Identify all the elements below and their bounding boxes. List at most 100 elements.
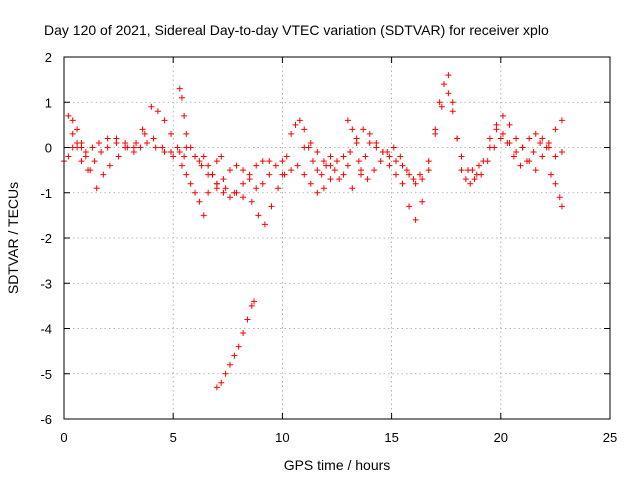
- data-point: [74, 126, 81, 133]
- satellite-track-5: [178, 153, 225, 219]
- data-point: [462, 176, 469, 183]
- x-axis-label: GPS time / hours: [284, 457, 391, 473]
- y-tick-label: 2: [45, 50, 52, 65]
- data-point: [314, 189, 321, 196]
- satellite-track-15: [486, 121, 565, 160]
- satellite-track-2: [65, 112, 175, 192]
- data-point: [82, 153, 89, 160]
- data-point: [65, 112, 72, 119]
- data-point: [486, 135, 493, 142]
- data-point: [399, 162, 406, 169]
- data-point: [524, 158, 531, 165]
- data-point: [233, 162, 240, 169]
- data-point: [78, 139, 85, 146]
- data-point: [69, 117, 76, 124]
- data-point: [196, 198, 203, 205]
- data-point: [148, 103, 155, 110]
- data-point: [467, 180, 474, 187]
- data-point: [259, 180, 266, 187]
- data-point: [558, 117, 565, 124]
- data-point: [513, 135, 520, 142]
- data-point: [526, 135, 533, 142]
- data-point: [301, 171, 308, 178]
- data-point: [122, 144, 129, 151]
- data-point: [362, 153, 369, 160]
- data-point: [320, 158, 327, 165]
- data-point: [340, 171, 347, 178]
- data-point: [95, 139, 102, 146]
- data-point: [340, 153, 347, 160]
- data-point: [353, 135, 360, 142]
- data-point: [187, 144, 194, 151]
- data-point: [89, 144, 96, 151]
- data-point: [174, 144, 181, 151]
- data-point: [454, 135, 461, 142]
- data-point: [246, 176, 253, 183]
- data-point: [266, 158, 273, 165]
- data-point: [373, 139, 380, 146]
- data-point: [137, 144, 144, 151]
- data-point: [279, 158, 286, 165]
- data-point: [355, 158, 362, 165]
- data-point: [255, 212, 262, 219]
- data-point: [100, 171, 107, 178]
- data-point: [192, 153, 199, 160]
- data-point: [445, 90, 452, 97]
- data-point: [327, 153, 334, 160]
- data-point: [74, 144, 81, 151]
- data-point: [445, 72, 452, 79]
- data-point: [168, 149, 175, 156]
- data-point: [259, 158, 266, 165]
- x-tick-label: 10: [275, 430, 289, 445]
- data-point: [205, 171, 212, 178]
- data-point: [170, 153, 177, 160]
- data-point: [231, 189, 238, 196]
- data-point: [318, 171, 325, 178]
- data-point: [69, 130, 76, 137]
- data-point: [458, 153, 465, 160]
- data-point: [386, 153, 393, 160]
- data-point: [115, 153, 122, 160]
- data-point: [218, 379, 225, 386]
- data-point: [449, 99, 456, 106]
- data-point: [327, 176, 334, 183]
- data-point: [499, 112, 506, 119]
- x-tick-labels: 0 5 10 15 20 25: [60, 430, 617, 445]
- data-point: [519, 144, 526, 151]
- data-point: [266, 171, 273, 178]
- data-point: [436, 99, 443, 106]
- data-point: [403, 167, 410, 174]
- data-point: [253, 162, 260, 169]
- data-point: [222, 370, 229, 377]
- data-point: [377, 158, 384, 165]
- data-point: [240, 180, 247, 187]
- data-point: [292, 121, 299, 128]
- data-point: [331, 167, 338, 174]
- data-point: [532, 130, 539, 137]
- data-point: [438, 103, 445, 110]
- data-point: [314, 149, 321, 156]
- data-point: [65, 153, 72, 160]
- data-point: [537, 139, 544, 146]
- data-point: [253, 185, 260, 192]
- data-point: [154, 108, 161, 115]
- data-point: [106, 162, 113, 169]
- data-point: [517, 162, 524, 169]
- data-point: [235, 343, 242, 350]
- data-point: [506, 121, 513, 128]
- data-point: [406, 171, 413, 178]
- data-point: [390, 144, 397, 151]
- data-point: [364, 176, 371, 183]
- data-point: [347, 149, 354, 156]
- data-point: [558, 203, 565, 210]
- data-point: [410, 176, 417, 183]
- data-point: [486, 144, 493, 151]
- data-point: [251, 298, 258, 305]
- data-point: [130, 149, 137, 156]
- data-point: [556, 194, 563, 201]
- data-point: [139, 126, 146, 133]
- data-point: [314, 167, 321, 174]
- data-point: [113, 139, 120, 146]
- data-point: [384, 149, 391, 156]
- y-tick-label: -4: [40, 322, 52, 337]
